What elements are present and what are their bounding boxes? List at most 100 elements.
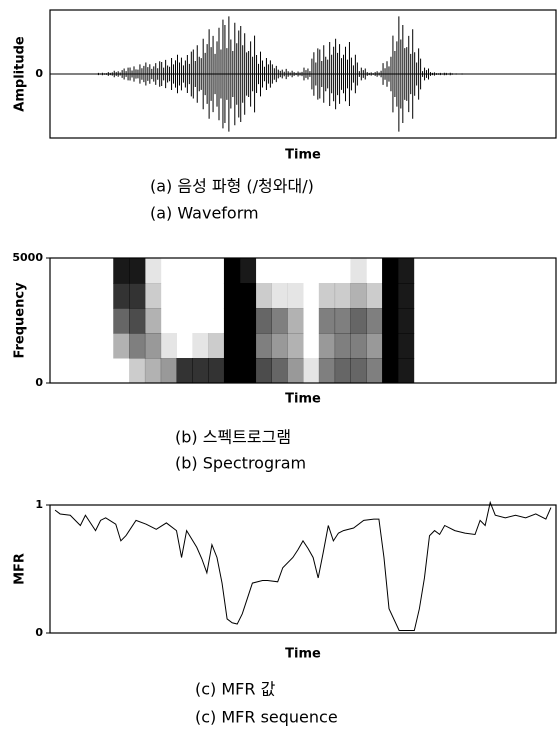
spectrogram-cell [82, 358, 98, 384]
spectrogram-cell [540, 283, 556, 309]
spectrogram-cell [240, 258, 256, 284]
spectrogram-cell [477, 358, 493, 384]
spectrogram-cell [414, 258, 430, 284]
spectrogram-cell [192, 358, 208, 384]
spectrogram-cell [271, 258, 287, 284]
spectrogram-cell [319, 283, 335, 309]
spectrogram-cell [287, 258, 303, 284]
spectrogram-cell [97, 333, 113, 359]
spectrogram-cell [398, 358, 414, 384]
spectrogram-cell [303, 358, 319, 384]
spectrogram-cell [509, 333, 525, 359]
caption-korean: (a) 음성 파형 (/청와대/) [150, 177, 314, 196]
spectrogram-cell [66, 308, 82, 334]
spectrogram-cell [366, 308, 382, 334]
caption-english: (c) MFR sequence [195, 708, 338, 727]
spectrogram-cell [271, 358, 287, 384]
caption-english: (b) Spectrogram [175, 454, 306, 473]
spectrogram-cell [97, 258, 113, 284]
spectrogram-cell [524, 358, 540, 384]
spectrogram-cell [240, 308, 256, 334]
spectrogram-cell [366, 358, 382, 384]
spectrogram-cell [177, 258, 193, 284]
spectrogram-cell [382, 308, 398, 334]
spectrogram-cell [287, 308, 303, 334]
spectrogram-cell [113, 283, 129, 309]
spectrogram-cell [430, 258, 446, 284]
spectrogram-cell [224, 308, 240, 334]
spectrogram-cell [271, 333, 287, 359]
spectrogram-cell [493, 283, 509, 309]
spectrogram-cell [382, 358, 398, 384]
spectrogram-cell [50, 283, 66, 309]
spectrogram-cell [398, 308, 414, 334]
spectrogram-cell [540, 358, 556, 384]
spectrogram-cell [350, 358, 366, 384]
y-tick-label: 0 [35, 376, 43, 389]
spectrogram-cell [208, 258, 224, 284]
spectrogram-cell [445, 258, 461, 284]
y-axis-label: Amplitude [13, 36, 28, 112]
spectrogram-cell [192, 308, 208, 334]
spectrogram-cell [287, 333, 303, 359]
spectrogram-cell [224, 333, 240, 359]
spectrogram-cell [271, 308, 287, 334]
x-axis-label: Time [285, 647, 321, 662]
spectrogram-cell [192, 258, 208, 284]
spectrogram-cell [366, 283, 382, 309]
mfr-line [55, 502, 551, 630]
spectrogram-cell [82, 283, 98, 309]
spectrogram-cell [461, 283, 477, 309]
spectrogram-cell [382, 283, 398, 309]
spectrogram-cell [192, 333, 208, 359]
spectrogram-cell [82, 333, 98, 359]
spectrogram-cell [256, 308, 272, 334]
spectrogram-cell [256, 358, 272, 384]
y-axis-label: Frequency [13, 282, 28, 359]
spectrogram-cell [50, 358, 66, 384]
spectrogram-cell [66, 258, 82, 284]
spectrogram-cell [477, 283, 493, 309]
spectrogram-cell [509, 283, 525, 309]
spectrogram-cell [335, 333, 351, 359]
spectrogram-cell [129, 258, 145, 284]
caption-english: (a) Waveform [150, 204, 259, 223]
spectrogram-cell [461, 258, 477, 284]
spectrogram-cell [461, 333, 477, 359]
spectrogram-cell [366, 333, 382, 359]
spectrogram-cell [50, 308, 66, 334]
spectrogram-cell [113, 258, 129, 284]
spectrogram-cell [303, 283, 319, 309]
spectrogram-cell [50, 258, 66, 284]
spectrogram-cell [208, 358, 224, 384]
spectrogram-cell [477, 258, 493, 284]
spectrogram-cell [382, 333, 398, 359]
page: {"chart_data": [ {"type": "waveform", "y… [0, 0, 557, 731]
figure: 0 Amplitude Time (a) 음성 파형 (/청와대/) (a) Wavef… [0, 0, 557, 731]
x-axis-label: Time [285, 392, 321, 407]
spectrogram-cell [208, 308, 224, 334]
spectrogram-cell [271, 283, 287, 309]
spectrogram-cell [524, 283, 540, 309]
spectrogram-cell [493, 258, 509, 284]
spectrogram-cell [524, 258, 540, 284]
spectrogram-cell [303, 308, 319, 334]
spectrogram-cell [430, 283, 446, 309]
spectrogram-cell [256, 283, 272, 309]
spectrogram-cell [350, 283, 366, 309]
spectrogram-cell [414, 308, 430, 334]
spectrogram-cell [366, 258, 382, 284]
spectrogram-cell [540, 333, 556, 359]
spectrogram-cell [177, 308, 193, 334]
spectrogram-cell [509, 258, 525, 284]
spectrogram-cell [129, 333, 145, 359]
spectrogram-cell [97, 358, 113, 384]
spectrogram-cell [461, 308, 477, 334]
spectrogram-cell [350, 333, 366, 359]
spectrogram-cell [50, 333, 66, 359]
plot-frame [50, 505, 556, 633]
spectrogram-cell [177, 283, 193, 309]
spectrogram-cell [350, 308, 366, 334]
spectrogram-cell [335, 283, 351, 309]
spectrogram-cell [113, 358, 129, 384]
